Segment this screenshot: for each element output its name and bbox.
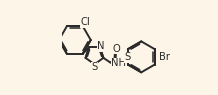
Text: N: N [97, 42, 105, 51]
Text: Cl: Cl [80, 17, 90, 27]
Text: Br: Br [159, 52, 170, 62]
Text: O: O [112, 44, 120, 53]
Text: S: S [91, 62, 98, 72]
Text: NH: NH [111, 58, 126, 68]
Text: S: S [124, 52, 131, 62]
